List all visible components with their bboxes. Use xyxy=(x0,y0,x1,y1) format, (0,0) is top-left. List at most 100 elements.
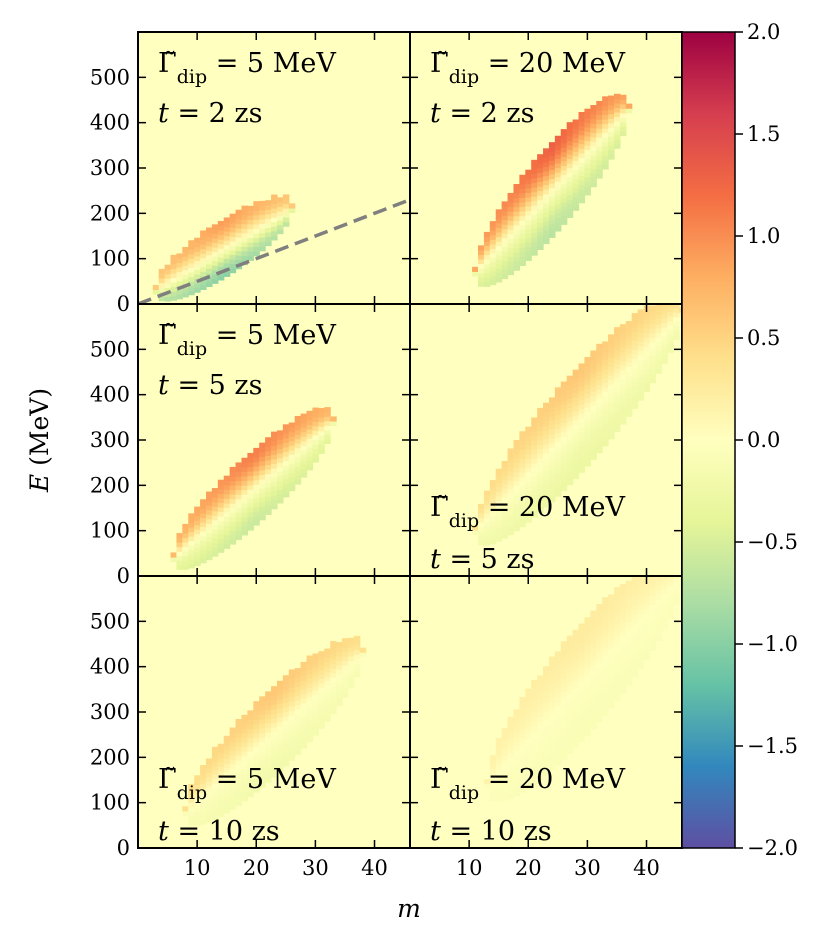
heatmap-cell xyxy=(288,751,296,757)
heatmap-cell xyxy=(578,367,586,374)
heatmap-cell xyxy=(217,515,225,522)
heatmap-cell xyxy=(519,742,526,748)
heatmap-cell xyxy=(200,792,207,798)
heatmap-cell xyxy=(572,693,580,699)
heatmap-cell xyxy=(602,441,609,447)
heatmap-cell xyxy=(223,493,231,499)
heatmap-cell xyxy=(531,250,538,256)
heatmap-cell xyxy=(554,723,562,730)
heatmap-cell xyxy=(271,199,278,205)
heatmap-cell xyxy=(566,203,574,209)
heatmap-cell xyxy=(543,402,550,408)
heatmap-cell xyxy=(655,359,662,365)
heatmap-cell xyxy=(531,775,538,781)
heatmap-cell xyxy=(614,404,621,410)
heatmap-cell xyxy=(217,502,225,508)
heatmap-cell xyxy=(643,309,651,316)
heatmap-cell xyxy=(643,636,651,642)
heatmap-cell xyxy=(483,540,491,546)
heatmap-cell xyxy=(548,679,556,685)
heatmap-cell xyxy=(495,213,503,219)
heatmap-cell xyxy=(306,723,314,729)
heatmap-cell xyxy=(655,586,662,592)
heatmap-cell xyxy=(590,373,597,379)
heatmap-cell xyxy=(282,474,290,480)
heatmap-cell xyxy=(661,358,668,364)
heatmap-cell xyxy=(554,732,562,739)
heatmap-cell xyxy=(235,777,243,784)
heatmap-cell xyxy=(265,714,272,720)
heatmap-cell xyxy=(519,238,526,244)
gamma-symbol: Γ̃ xyxy=(158,48,177,79)
heatmap-cell xyxy=(631,331,639,337)
heatmap-cell xyxy=(637,576,645,579)
heatmap-cell xyxy=(282,437,290,444)
heatmap-cell xyxy=(566,635,574,641)
heatmap-cell xyxy=(554,669,562,675)
heatmap-cell xyxy=(554,701,562,707)
heatmap-cell xyxy=(294,434,302,440)
heatmap-cell xyxy=(619,99,627,105)
heatmap-cell xyxy=(584,689,591,695)
heatmap-cell xyxy=(478,526,485,532)
heatmap-cell xyxy=(596,617,603,623)
heatmap-cell xyxy=(548,151,556,157)
heatmap-cell xyxy=(176,294,183,300)
heatmap-cell xyxy=(324,666,331,672)
heatmap-cell xyxy=(614,120,621,127)
heatmap-cell xyxy=(489,252,497,258)
heatmap-cell xyxy=(513,713,520,720)
heatmap-cell xyxy=(330,695,337,701)
heatmap-cell xyxy=(217,743,225,749)
heatmap-cell xyxy=(614,408,621,414)
heatmap-cell xyxy=(194,283,201,289)
heatmap-cell xyxy=(578,166,586,172)
heatmap-cell xyxy=(206,263,213,269)
heatmap-cell xyxy=(614,139,621,145)
heatmap-cell xyxy=(217,752,225,758)
heatmap-cell xyxy=(342,651,349,657)
heatmap-cell xyxy=(176,280,183,286)
heatmap-cell xyxy=(625,621,633,627)
y-tick-label: 300 xyxy=(90,156,130,180)
heatmap-cell xyxy=(513,265,520,271)
heatmap-cell xyxy=(548,747,556,753)
heatmap-cell xyxy=(602,660,609,666)
heatmap-cell xyxy=(253,515,260,522)
heatmap-cell xyxy=(584,154,591,160)
heatmap-cell xyxy=(572,383,580,389)
heatmap-cell xyxy=(537,489,544,495)
heatmap-cell xyxy=(625,648,633,654)
heatmap-cell xyxy=(300,689,308,695)
heatmap-cell xyxy=(507,475,515,481)
heatmap-cell xyxy=(590,382,597,388)
heatmap-cell xyxy=(288,458,296,464)
heatmap-cell xyxy=(590,637,597,644)
heatmap-cell xyxy=(596,667,603,673)
heatmap-cell xyxy=(265,236,272,242)
colorbar: 2.01.51.00.50.0−0.5−1.0−1.5−2.0 xyxy=(681,20,798,860)
heatmap-cell xyxy=(259,506,266,512)
heatmap-cell xyxy=(478,517,485,523)
heatmap-cell xyxy=(531,417,538,423)
heatmap-cell xyxy=(590,395,597,401)
heatmap-cell xyxy=(253,251,260,257)
heatmap-cell xyxy=(194,264,201,271)
heatmap-cell xyxy=(235,494,243,500)
heatmap-cell xyxy=(282,428,290,434)
heatmap-cell xyxy=(495,769,503,775)
heatmap-cell xyxy=(247,457,254,463)
heatmap-cell xyxy=(543,452,550,458)
heatmap-cell xyxy=(543,734,550,740)
heatmap-cell xyxy=(602,155,609,161)
heatmap-cell xyxy=(637,577,645,583)
heatmap-cell xyxy=(548,724,556,730)
heatmap-cell xyxy=(525,747,532,753)
heatmap-cell xyxy=(619,638,627,644)
heatmap-cell xyxy=(554,473,562,479)
heatmap-cell xyxy=(206,550,213,556)
heatmap-cell xyxy=(614,327,621,333)
heatmap-cell xyxy=(519,746,526,753)
heatmap-cell xyxy=(294,704,302,710)
heatmap-cell xyxy=(614,111,621,118)
